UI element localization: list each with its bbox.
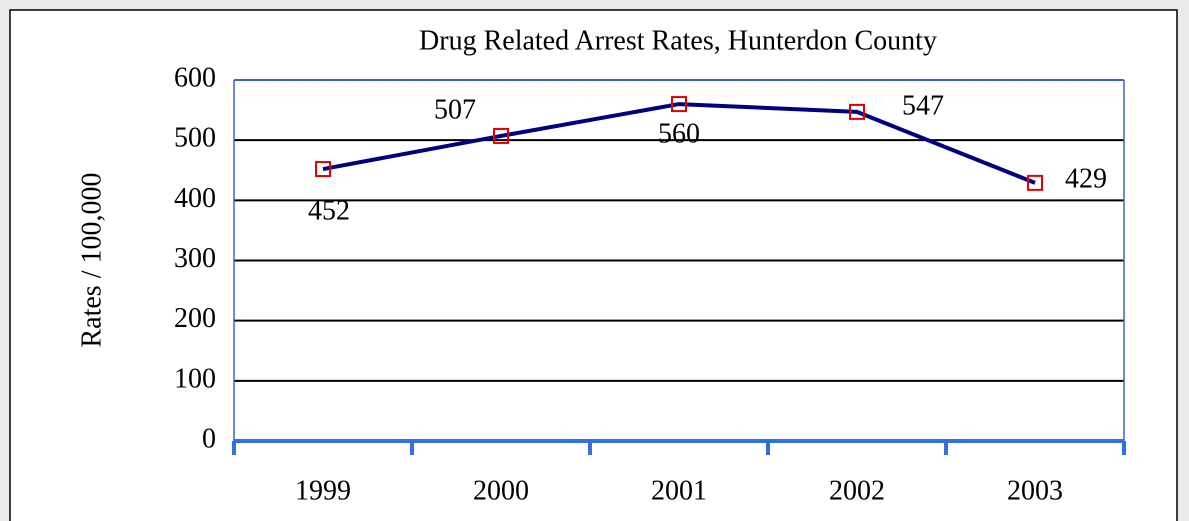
x-tick-label: 2000 [473, 475, 529, 506]
line [322, 102, 1036, 185]
data-label: 547 [902, 90, 944, 121]
marker [315, 161, 331, 178]
marker [1027, 174, 1043, 191]
x-tick-label: 2001 [651, 475, 707, 506]
data-label: 429 [1065, 163, 1107, 194]
data-label: 507 [434, 94, 476, 125]
x-tick-label: 1999 [295, 475, 351, 506]
y-tick-label: 0 [202, 423, 216, 454]
y-tick-label: 500 [174, 123, 216, 154]
y-tick-label: 100 [174, 363, 216, 394]
marker [671, 96, 687, 113]
chart-frame [9, 9, 1178, 521]
marker [849, 103, 865, 120]
y-tick-label: 400 [174, 183, 216, 214]
data-label: 560 [658, 118, 700, 149]
data-label: 452 [308, 195, 350, 226]
y-axis-label: Rates / 100,000 [76, 173, 107, 348]
chart-title: Drug Related Arrest Rates, Hunterdon Cou… [419, 25, 937, 56]
y-tick-label: 600 [174, 62, 216, 93]
x-tick-label: 2002 [829, 475, 885, 506]
x-tick-label: 2003 [1007, 475, 1063, 506]
y-tick-label: 300 [174, 243, 216, 274]
y-tick-label: 200 [174, 303, 216, 334]
marker [493, 127, 509, 144]
